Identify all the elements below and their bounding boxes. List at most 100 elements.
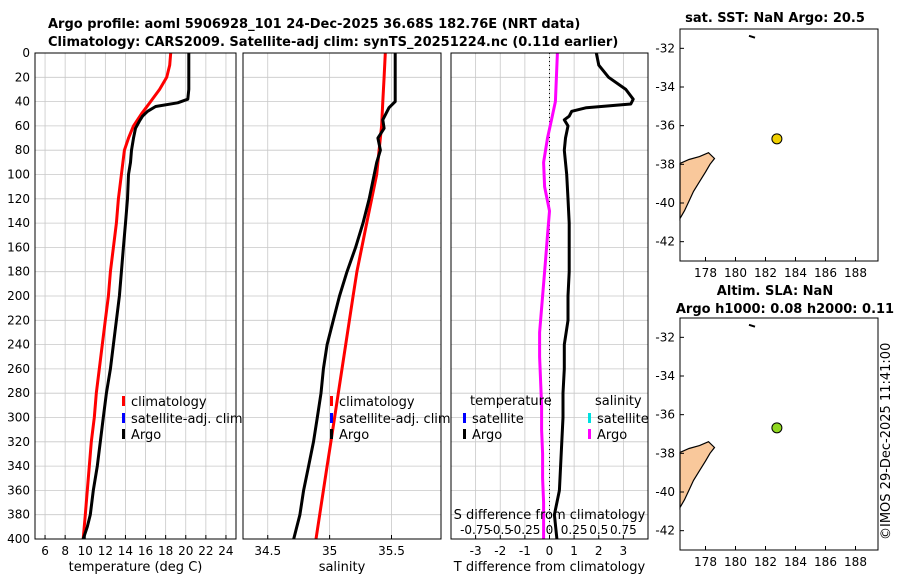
sla_map-ytick-label: -38 [655,446,675,460]
difference-xtick-label: 2 [595,544,603,558]
sst_map-ytick-label: -36 [655,119,675,133]
temp-legend-satellite-adj-swatch [122,413,125,423]
sla_map-xtick-label: 186 [814,555,837,569]
sst-map-panel: sat. SST: NaN Argo: 20.5 178 180 182 184 186 1… [655,11,879,280]
temperature-xtick-label: 16 [138,544,153,558]
temp-legend-argo: Argo [131,428,161,443]
temp-legend-argo-swatch [122,429,125,439]
temperature-xtick-label: 20 [178,544,193,558]
salinity-difference-tick-label: 0.75 [610,523,637,537]
salinity-panel: 34.5 35 35.5 salinity climatology satellite-a… [242,52,451,575]
depth-tick-label: 360 [7,483,30,497]
temp-legend-climatology-swatch [122,396,125,406]
temperature-xtick-label: 10 [78,544,93,558]
sla_map-ytick-label: -32 [655,330,675,344]
depth-tick-label: 380 [7,508,30,522]
temperature-argo-line [81,53,191,540]
depth-tick-label: 120 [7,192,30,206]
difference-xtick-label: 1 [570,544,578,558]
diff-legend-temp-argo: Argo [472,428,502,443]
diff-legend-salinity-title: salinity [595,394,642,409]
temperature-difference-argo-line [552,52,635,540]
sla_map-title: Altim. SLA: NaN [717,284,833,299]
sst_map-ytick-label: -38 [655,157,675,171]
depth-tick-label: 40 [15,95,30,109]
depth-tick-label: 240 [7,338,30,352]
figure-title-line1: Argo profile: aoml 5906928_101 24-Dec-20… [48,17,580,32]
temperature-xtick-label: 12 [98,544,113,558]
land-mass [679,440,716,510]
sst_map-xtick-label: 180 [724,266,747,280]
temperature-xtick-label: 18 [158,544,173,558]
sst_map-axes-frame [679,28,879,262]
depth-tick-label: 160 [7,240,30,254]
sst_map-xtick-label: 178 [694,266,717,280]
sst_map-ytick-label: -40 [655,196,675,210]
difference-xtick-label: -3 [470,544,482,558]
sla_map-ytick-label: -34 [655,369,675,383]
argo-float-position-marker [771,133,783,145]
salinity-difference-tick-label: 0.25 [561,523,588,537]
island-coastline [748,323,756,328]
salinity-difference-tick-label: -0.5 [489,523,512,537]
salinity-difference-xlabel: S difference from climatology [454,508,646,523]
diff-legend-temp-satellite-swatch [463,413,466,423]
diff-legend-sal-satellite: satellite [597,412,649,427]
sal-legend-argo-swatch [330,429,333,439]
salinity-xtick-label: 35.5 [378,544,405,558]
sla_map-xtick-label: 184 [784,555,807,569]
difference-xtick-label: -2 [494,544,506,558]
argo-float-position-marker [771,422,783,434]
depth-tick-label: 220 [7,313,30,327]
difference-panel: -3 -2 -1 0 1 2 3 T difference from climatology S… [450,52,649,575]
sla_map-xtick-label: 178 [694,555,717,569]
sla_map-xtick-label: 182 [754,555,777,569]
salinity-difference-tick-label: -0.25 [509,523,540,537]
depth-tick-label: 140 [7,216,30,230]
temperature-xtick-label: 14 [118,544,133,558]
land-mass [679,151,716,221]
sst_map-title: sat. SST: NaN Argo: 20.5 [685,11,865,26]
temp-legend-climatology: climatology [131,395,207,410]
salinity-difference-tick-label: 0.5 [589,523,608,537]
depth-tick-label: 80 [15,143,30,157]
sla-map-panel: Altim. SLA: NaN Argo h1000: 0.08 h2000: 0… [655,284,894,569]
depth-tick-label: 260 [7,362,30,376]
depth-tick-label: 200 [7,289,30,303]
salinity-difference-tick-label: 0 [546,523,554,537]
depth-tick-label: 300 [7,411,30,425]
sst_map-ytick-label: -32 [655,41,675,55]
sst_map-ytick-label: -42 [655,235,675,249]
sal-legend-argo: Argo [339,428,369,443]
diff-legend-sal-argo-swatch [588,429,591,439]
depth-tick-label: 320 [7,435,30,449]
diff-legend-temp-satellite: satellite [472,412,524,427]
temperature-climatology-line [81,52,173,540]
temperature-xtick-label: 6 [41,544,49,558]
salinity-xlabel: salinity [319,560,366,575]
difference-xtick-label: 0 [546,544,554,558]
depth-tick-label: 280 [7,386,30,400]
depth-tick-label: 0 [22,46,30,60]
sal-legend-climatology-swatch [330,396,333,406]
salinity-difference-argo-line [538,52,559,539]
salinity-argo-line [292,53,397,540]
depth-tick-label: 100 [7,168,30,182]
depth-tick-label: 60 [15,119,30,133]
sst_map-ytick-label: -34 [655,80,675,94]
sla_map-ytick-label: -36 [655,408,675,422]
imos-watermark: ©IMOS 29-Dec-2025 11:41:00 [879,343,894,540]
depth-tick-label: 340 [7,459,30,473]
sla_map-xtick-label: 188 [844,555,867,569]
temperature-axes-frame [34,52,237,540]
salinity-difference-tick-label: -0.75 [460,523,491,537]
sst_map-xtick-label: 184 [784,266,807,280]
temperature-xtick-label: 8 [61,544,69,558]
sla_map-ytick-label: -40 [655,485,675,499]
difference-xtick-label: 3 [620,544,628,558]
diff-legend-temperature-title: temperature [470,394,552,409]
salinity-axes-frame [242,52,442,540]
sst_map-xtick-label: 188 [844,266,867,280]
temperature-xtick-label: 22 [198,544,213,558]
